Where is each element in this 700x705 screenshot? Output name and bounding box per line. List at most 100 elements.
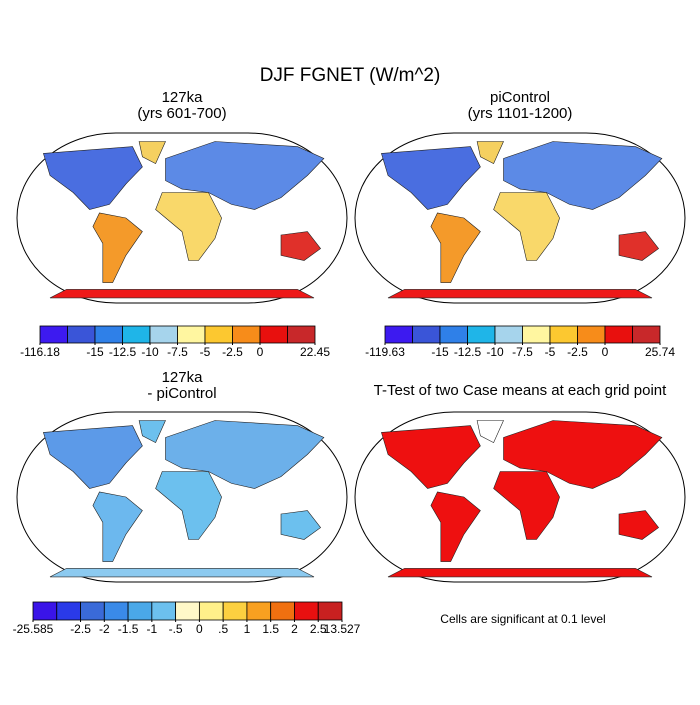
colorbar-box <box>384 325 413 344</box>
colorbar-label: 2.5 <box>310 622 327 636</box>
colorbar-label: -1.5 <box>118 622 139 636</box>
colorbar-label: -15 <box>86 345 104 359</box>
land <box>138 141 166 165</box>
colorbar-label: -15 <box>431 345 449 359</box>
land <box>165 141 325 210</box>
colorbar-label: -12.5 <box>109 345 137 359</box>
land <box>49 568 315 578</box>
colorbar-box <box>39 325 68 344</box>
colorbar-box <box>577 325 606 344</box>
colorbar-box <box>232 325 261 344</box>
colorbar-box <box>122 325 151 344</box>
colorbar-label: -5 <box>545 345 556 359</box>
land <box>618 510 660 540</box>
land <box>49 289 315 299</box>
land <box>476 141 504 165</box>
land <box>430 212 481 283</box>
land <box>138 420 166 444</box>
colorbar-box <box>294 601 319 621</box>
colorbar-box <box>67 325 96 344</box>
colorbar-box <box>439 325 468 344</box>
map-panel: 127ka- piControl -25.585 -2.5 -2 -1.5 -1 -.5 0.… <box>13 369 361 636</box>
panel-title: 127ka <box>162 369 204 386</box>
panel-title: - piControl <box>147 385 216 402</box>
land <box>387 568 653 578</box>
colorbar-label: 1 <box>244 622 251 636</box>
land <box>92 491 143 562</box>
colorbar-label: 13.527 <box>324 622 361 636</box>
map-panel: piControl(yrs 1101-1200)-119.63 -15 -12.5-… <box>354 89 686 359</box>
colorbar-label: -119.63 <box>365 345 405 359</box>
colorbar-box <box>259 325 288 344</box>
land <box>92 212 143 283</box>
colorbar-box <box>549 325 578 344</box>
colorbar-box <box>287 325 316 344</box>
colorbar-label: -5 <box>200 345 211 359</box>
colorbar-label: -7.5 <box>512 345 533 359</box>
land <box>618 231 660 261</box>
land <box>280 510 322 540</box>
colorbar-label: -25.585 <box>13 622 54 636</box>
land <box>155 192 222 261</box>
land <box>476 420 504 444</box>
colorbar-label: -1 <box>147 622 158 636</box>
colorbar-label: -7.5 <box>167 345 188 359</box>
colorbar-box <box>204 325 233 344</box>
colorbar-box <box>80 601 105 621</box>
colorbar-label: -.5 <box>169 622 183 636</box>
colorbar-label: -2.5 <box>567 345 588 359</box>
colorbar-box <box>94 325 123 344</box>
map-panel: T-Test of two Case means at each grid po… <box>354 382 686 626</box>
colorbar-label: 0 <box>602 345 609 359</box>
panel-note: Cells are significant at 0.1 level <box>440 612 605 626</box>
colorbar-box <box>522 325 551 344</box>
colorbar-label: -10 <box>486 345 504 359</box>
land <box>381 425 481 489</box>
colorbar-label: -2 <box>99 622 110 636</box>
land <box>155 471 222 540</box>
colorbar-box <box>412 325 441 344</box>
colorbar-box <box>32 601 58 621</box>
colorbar-label: 1.5 <box>262 622 279 636</box>
panel-title: piControl <box>490 89 550 106</box>
land <box>493 471 560 540</box>
colorbar-box <box>317 601 343 621</box>
colorbar-box <box>632 325 661 344</box>
colorbar-label: -12.5 <box>454 345 482 359</box>
land <box>43 425 143 489</box>
colorbar-box <box>494 325 523 344</box>
panel-title: (yrs 601-700) <box>137 105 226 122</box>
colorbar-box <box>222 601 248 621</box>
colorbar-box <box>103 601 129 621</box>
colorbar-label: 0 <box>257 345 264 359</box>
land <box>430 491 481 562</box>
colorbar-label: .5 <box>218 622 228 636</box>
colorbar-box <box>246 601 272 621</box>
colorbar-box <box>127 601 153 621</box>
colorbar-box <box>270 601 295 621</box>
colorbar-box <box>175 601 200 621</box>
colorbar-label: 0 <box>196 622 203 636</box>
colorbar-label: 25.74 <box>645 345 675 359</box>
panel-title: (yrs 1101-1200) <box>468 105 573 122</box>
land <box>503 141 663 210</box>
colorbar-label: 22.45 <box>300 345 330 359</box>
colorbar-box <box>177 325 206 344</box>
panel-title: 127ka <box>162 89 204 106</box>
colorbar-label: -2.5 <box>70 622 91 636</box>
colorbar-box <box>604 325 633 344</box>
land <box>387 289 653 299</box>
colorbar-box <box>151 601 177 621</box>
land <box>43 146 143 210</box>
land <box>503 420 663 489</box>
land <box>493 192 560 261</box>
colorbar-box <box>198 601 224 621</box>
colorbar-label: -2.5 <box>222 345 243 359</box>
land <box>165 420 325 489</box>
colorbar-box <box>56 601 81 621</box>
figure-title: DJF FGNET (W/m^2) <box>260 65 441 86</box>
land <box>280 231 322 261</box>
colorbar-box <box>149 325 178 344</box>
colorbar-label: -116.18 <box>20 345 60 359</box>
